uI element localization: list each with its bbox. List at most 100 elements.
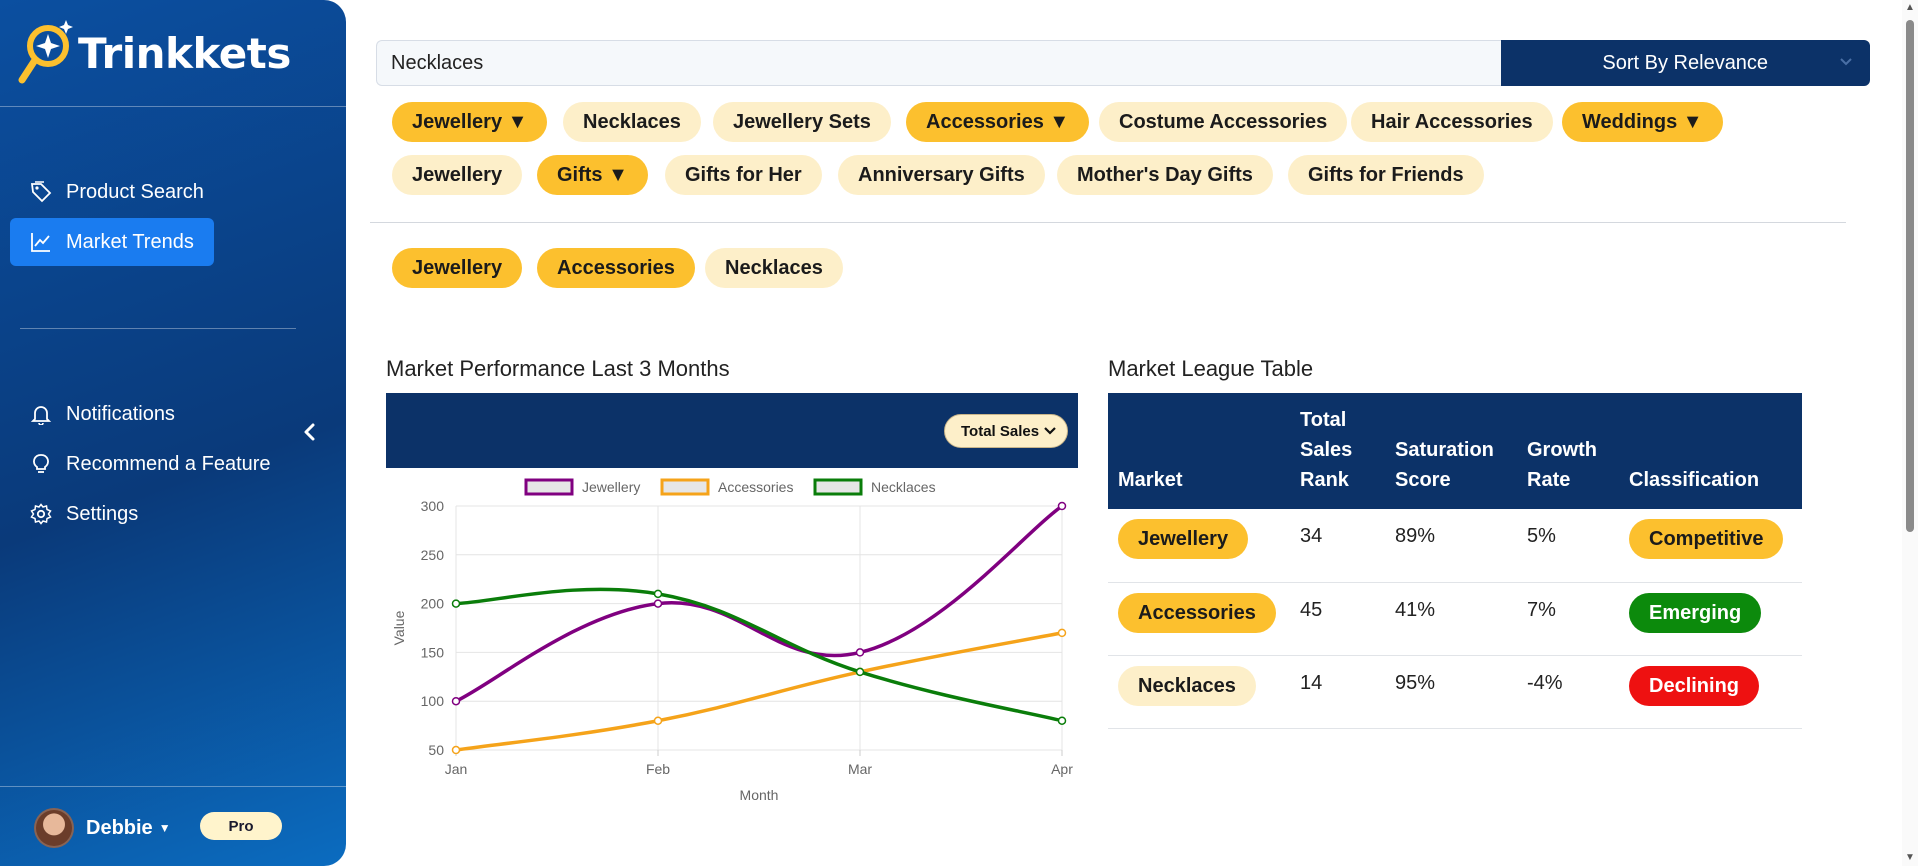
category-chip-jewellery-sets[interactable]: Jewellery Sets (713, 102, 891, 142)
x-axis-label: Month (740, 787, 779, 803)
sidebar-item-settings[interactable]: Settings (10, 490, 158, 538)
growth-cell: 5% (1517, 509, 1619, 583)
data-point (1057, 501, 1067, 511)
y-tick-label: 100 (421, 693, 445, 709)
data-point (1057, 628, 1067, 638)
collapse-sidebar-icon[interactable] (298, 420, 322, 444)
selected-chip-necklaces[interactable]: Necklaces (705, 248, 843, 288)
classification-cell: Competitive (1619, 509, 1802, 583)
magnifier-sparkle-icon (18, 18, 76, 88)
sidebar-item-label: Recommend a Feature (66, 452, 271, 475)
classification-cell: Emerging (1619, 582, 1802, 656)
classification-cell: Declining (1619, 655, 1802, 729)
section-divider (370, 222, 1846, 223)
selected-chip-accessories[interactable]: Accessories (537, 248, 695, 288)
selected-chip-jewellery[interactable]: Jewellery (392, 248, 523, 288)
y-tick-label: 250 (421, 547, 445, 563)
caret-down-icon: ▼ (158, 821, 171, 835)
search-input[interactable] (376, 40, 1501, 86)
table-row: Jewellery 34 89% 5% Competitive (1108, 509, 1802, 583)
data-point (653, 716, 663, 725)
series-line-accessories (455, 631, 1063, 752)
category-chip-necklaces[interactable]: Necklaces (563, 102, 701, 142)
column-header: Total Sales Rank (1290, 393, 1385, 509)
table-row: Necklaces 14 95% -4% Declining (1108, 655, 1802, 729)
rank-cell: 45 (1290, 582, 1385, 656)
tag-icon (30, 181, 52, 203)
column-header: Classification (1619, 393, 1802, 509)
saturation-cell: 95% (1385, 655, 1517, 729)
data-point (1057, 716, 1067, 725)
sidebar: Trinkkets Product Search Market Trends N… (0, 0, 346, 866)
growth-cell: 7% (1517, 582, 1619, 656)
legend-label: Accessories (718, 479, 793, 495)
sidebar-item-label: Settings (66, 502, 139, 525)
category-chip-mothers-day-gifts[interactable]: Mother's Day Gifts (1057, 155, 1273, 195)
market-cell: Jewellery (1108, 509, 1290, 583)
sort-dropdown[interactable]: Sort By Relevance (1500, 40, 1870, 86)
scroll-up-icon[interactable]: ▲ (1905, 2, 1915, 13)
category-chip-hair-accessories[interactable]: Hair Accessories (1351, 102, 1553, 142)
lightbulb-icon (30, 453, 52, 475)
category-chip-gifts-for-friends[interactable]: Gifts for Friends (1288, 155, 1484, 195)
series-line-necklaces (455, 587, 1063, 723)
data-point (653, 589, 663, 599)
x-tick-label: Feb (646, 761, 670, 777)
brand-name: Trinkkets (78, 28, 291, 78)
column-header: Saturation Score (1385, 393, 1517, 509)
column-header: Market (1108, 393, 1290, 509)
gear-icon (30, 503, 52, 525)
y-tick-label: 300 (421, 498, 445, 514)
table-row: Accessories 45 41% 7% Emerging (1108, 582, 1802, 656)
search-bar: Sort By Relevance (376, 40, 1870, 86)
plan-badge: Pro (200, 812, 282, 840)
category-chip-anniversary-gifts[interactable]: Anniversary Gifts (838, 155, 1045, 195)
sidebar-divider (20, 328, 296, 329)
data-point (451, 599, 461, 608)
avatar (34, 808, 74, 848)
scroll-down-icon[interactable]: ▼ (1905, 852, 1915, 863)
sidebar-item-label: Product Search (66, 180, 204, 203)
data-point (855, 648, 865, 657)
category-chip-jewellery[interactable]: Jewellery (392, 155, 523, 195)
page-scrollbar[interactable]: ▲ ▼ (1902, 0, 1918, 866)
metric-dropdown-label: Total Sales (961, 422, 1040, 440)
data-point (451, 745, 461, 755)
sidebar-item-product-search[interactable]: Product Search (10, 168, 224, 216)
sidebar-item-label: Notifications (66, 402, 175, 425)
data-point (855, 667, 865, 677)
league-table: Market Total Sales Rank Saturation Score… (1108, 393, 1802, 729)
market-cell: Accessories (1108, 582, 1290, 656)
status-badge: Competitive (1629, 519, 1784, 559)
line-chart: 50 100 150 200 250 300 Jan Feb Mar Apr Month Value J… (391, 478, 1073, 803)
series-line-jewellery (455, 504, 1064, 703)
category-chip-accessories-menu[interactable]: Accessories ▼ (906, 102, 1090, 142)
scrollbar-thumb[interactable] (1906, 20, 1914, 532)
sidebar-item-notifications[interactable]: Notifications (10, 390, 195, 438)
category-chip-jewellery-menu[interactable]: Jewellery ▼ (392, 102, 548, 142)
category-chip-costume-accessories[interactable]: Costume Accessories (1099, 102, 1348, 142)
x-tick-label: Mar (848, 761, 872, 777)
growth-cell: -4% (1517, 655, 1619, 729)
category-chip-weddings-menu[interactable]: Weddings ▼ (1562, 102, 1723, 142)
sidebar-item-market-trends[interactable]: Market Trends (10, 218, 214, 266)
saturation-cell: 41% (1385, 582, 1517, 656)
category-chip-gifts-for-her[interactable]: Gifts for Her (665, 155, 822, 195)
sidebar-item-label: Market Trends (66, 230, 194, 253)
chevron-down-icon (1043, 423, 1057, 441)
y-tick-label: 50 (428, 742, 444, 758)
market-chip[interactable]: Necklaces (1118, 665, 1256, 706)
legend-label: Jewellery (582, 479, 640, 495)
brand-logo[interactable]: Trinkkets (18, 18, 291, 88)
status-badge: Declining (1629, 665, 1760, 706)
saturation-cell: 89% (1385, 509, 1517, 583)
sidebar-item-recommend-feature[interactable]: Recommend a Feature (10, 440, 291, 488)
legend-swatch (660, 478, 710, 496)
sidebar-divider (0, 106, 346, 107)
user-menu[interactable]: Debbie ▼ (34, 808, 171, 848)
market-chip[interactable]: Accessories (1118, 592, 1276, 633)
metric-dropdown[interactable]: Total Sales (944, 414, 1068, 448)
market-chip[interactable]: Jewellery (1118, 519, 1249, 559)
status-badge: Emerging (1629, 592, 1762, 633)
category-chip-gifts-menu[interactable]: Gifts ▼ (537, 155, 648, 195)
